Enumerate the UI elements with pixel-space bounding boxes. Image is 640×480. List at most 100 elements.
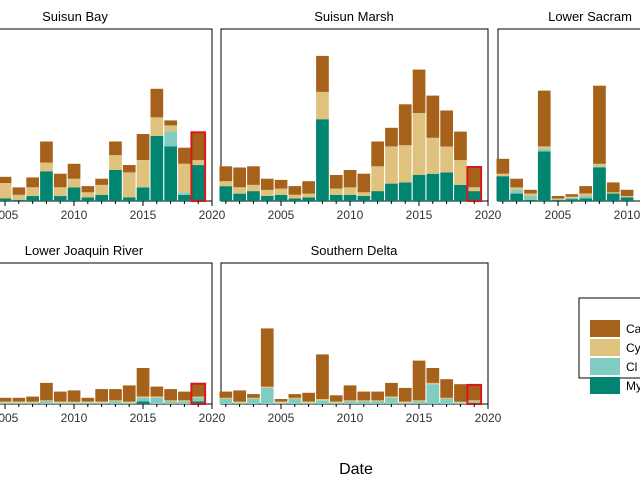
bar-cl (164, 131, 177, 147)
bar-my (288, 198, 302, 201)
bar-ca (426, 368, 440, 383)
bar-ca (136, 368, 150, 397)
bar-cy (426, 137, 440, 174)
bar-my (67, 187, 81, 201)
bar-cy (510, 187, 523, 190)
bar-cl (178, 401, 191, 404)
panel-5: Southern Delta 2005 2010 2015 2020 (219, 243, 502, 425)
bar-ca (510, 178, 523, 188)
bar-ca (440, 379, 453, 398)
bar-my (524, 199, 537, 201)
bar-cy (371, 166, 384, 192)
bar-my (496, 176, 510, 201)
bar-cl (316, 400, 329, 404)
bar-cl (81, 402, 95, 404)
bar-ca (95, 178, 108, 185)
bar-cl (178, 192, 191, 195)
panel-frame (497, 28, 640, 202)
bar-cy (302, 401, 315, 403)
bar-ca (260, 178, 274, 190)
bar-ca (440, 110, 453, 147)
bar-my (593, 167, 606, 201)
bar-ca (12, 187, 26, 195)
bar-ca (288, 186, 302, 195)
bar-my (274, 194, 288, 201)
x-tick-label: 2020 (475, 208, 502, 222)
x-tick-label: 2010 (614, 208, 640, 222)
bar-my (191, 165, 205, 201)
x-tick-label: 2005 (545, 208, 572, 222)
bar-my (81, 197, 95, 201)
bar-ca (606, 182, 620, 193)
panel-3: Lower Sacram2005201020152020 (496, 9, 640, 222)
bar-cl (524, 196, 537, 200)
bar-my (316, 119, 329, 201)
bar-cl (109, 401, 122, 404)
bar-cl (398, 402, 412, 404)
bar-ca (122, 165, 136, 173)
bar-ca (357, 391, 371, 401)
bar-my (302, 197, 315, 201)
bar-ca (26, 177, 39, 188)
bar-my (178, 194, 191, 201)
bar-my (467, 191, 481, 201)
bar-ca (122, 385, 136, 402)
bar-cy (454, 160, 467, 185)
bar-cy (329, 401, 343, 403)
bar-cy (109, 400, 122, 402)
bar-ca (53, 173, 67, 188)
bar-ca (178, 147, 191, 164)
bar-ca (164, 389, 177, 401)
bar-my (109, 170, 122, 201)
bar-cl (454, 402, 467, 404)
bar-cy (440, 146, 453, 173)
bar-cl (329, 402, 343, 404)
bar-my (329, 194, 343, 201)
bar-cy (551, 198, 565, 200)
bar-ca (426, 95, 440, 138)
x-tick-label: 2005 (0, 411, 19, 425)
bar-my (95, 194, 108, 201)
bar-cl (40, 401, 53, 404)
bar-my (53, 196, 67, 201)
bar-cl (467, 401, 481, 404)
bar-cy (136, 396, 150, 398)
bar-cl (426, 384, 440, 404)
bar-my (606, 193, 620, 201)
bar-cy (398, 145, 412, 183)
bar-ca (40, 382, 53, 401)
bar-cy (191, 160, 205, 166)
bar-cy (53, 187, 67, 197)
bar-cl (191, 397, 205, 402)
bar-cy (524, 193, 537, 197)
bar-my (0, 198, 12, 201)
bar-cl (357, 401, 371, 404)
bar-cl (565, 197, 579, 200)
bar-cl (67, 402, 81, 404)
bar-ca (260, 328, 274, 387)
bar-ca (467, 385, 481, 401)
bar-my (537, 151, 551, 201)
bar-cy (0, 183, 12, 199)
bar-my (12, 199, 26, 201)
bar-my (620, 197, 634, 201)
bar-my (357, 196, 371, 201)
bar-cy (496, 173, 510, 177)
bar-cy (247, 397, 260, 399)
bar-cl (288, 399, 302, 404)
bar-cy (426, 382, 440, 385)
bar-cl (247, 399, 260, 404)
bar-cl (537, 148, 551, 152)
bar-cl (593, 166, 606, 168)
bar-my (40, 171, 53, 201)
bar-cy (606, 192, 620, 194)
bar-cy (67, 401, 81, 403)
bar-cl (274, 402, 288, 404)
panel-title: Suisun Bay (42, 9, 108, 24)
bar-cl (233, 402, 246, 404)
x-tick-label: 2005 (0, 208, 19, 222)
bar-ca (233, 167, 246, 188)
bar-my (122, 197, 136, 201)
bar-cl (0, 402, 12, 404)
bar-cy (537, 146, 551, 149)
